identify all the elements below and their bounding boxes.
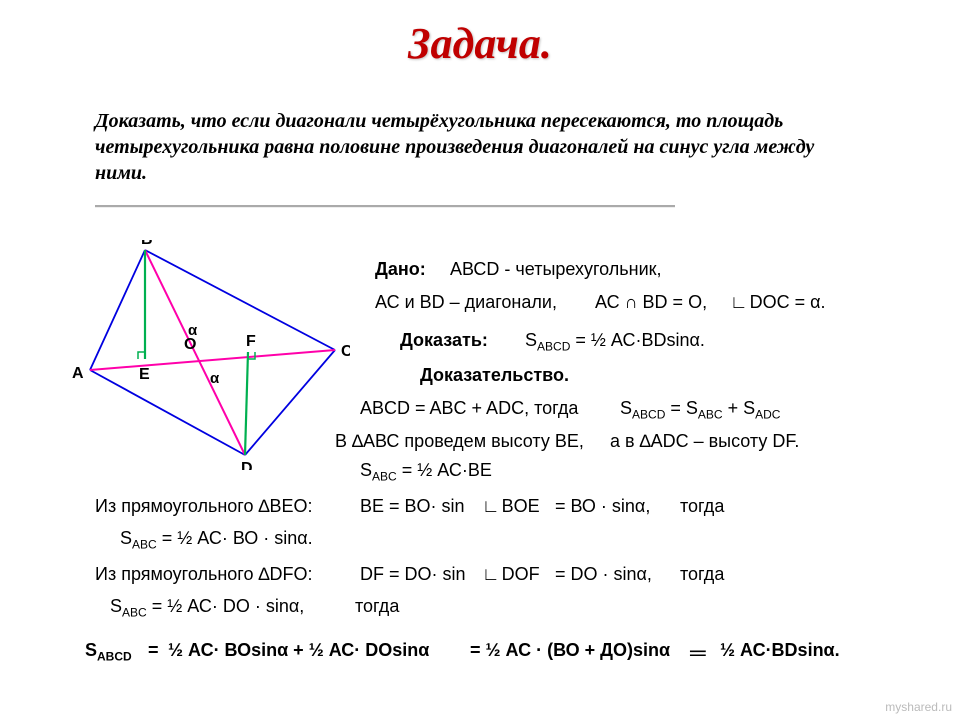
ac-bd-diag: АС и ВD – диагонали, xyxy=(375,292,557,313)
bo-sina: = ВО · sinα, xyxy=(555,496,650,517)
from-dfo: Из прямоугольного ∆DFО: xyxy=(95,564,313,585)
dano-abcd: АВСD - четырехугольник, xyxy=(450,259,662,280)
svg-text:α: α xyxy=(188,322,198,339)
s-split: SABCD = SABC + SADC xyxy=(620,398,780,422)
togda2: тогда xyxy=(680,564,724,585)
be-eq: BE = BO· sin xyxy=(360,496,465,517)
angle-dof: DOF xyxy=(482,564,540,585)
page-title: Задача. xyxy=(408,18,552,69)
final-dbleq: ═ xyxy=(690,640,706,666)
final-r1: = ½ АС · (ВО + ДО)sinα xyxy=(470,640,670,661)
geometry-diagram: ABCDOEFαα xyxy=(70,240,350,470)
s-abc-bo: SABC = ½ АС· ВО · sinα. xyxy=(120,528,313,552)
label-dano: Дано: xyxy=(375,259,426,280)
svg-text:E: E xyxy=(139,366,150,383)
svg-text:C: C xyxy=(341,343,350,360)
do-sina: = DО · sinα, xyxy=(555,564,652,585)
svg-text:α: α xyxy=(210,370,220,387)
in-abc-be: В ∆АВС проведем высоту ВЕ, xyxy=(335,431,584,452)
underline xyxy=(95,205,675,207)
df-eq: DF = DО· sin xyxy=(360,564,466,585)
goal-formula: SABCD = ½ АС·ВDsinα. xyxy=(525,330,705,354)
svg-text:D: D xyxy=(241,460,253,470)
final-mid: ½ АС· ВОsinα + ½ АС· DОsinα xyxy=(168,640,429,661)
label-dokazat: Доказать: xyxy=(400,330,488,351)
s-abc-do: SABC = ½ АС· DО · sinα, xyxy=(110,596,304,620)
angle-boe: BOE xyxy=(482,496,540,517)
svg-text:B: B xyxy=(141,240,153,248)
s-abc-be: SABC = ½ АС·ВЕ xyxy=(360,460,492,484)
problem-statement: Доказать, что если диагонали четырёхугол… xyxy=(95,108,865,186)
from-beo: Из прямоугольного ∆ВЕО: xyxy=(95,496,313,517)
svg-text:A: A xyxy=(72,365,84,382)
togda1: тогда xyxy=(680,496,724,517)
svg-text:F: F xyxy=(246,333,256,350)
final-r2: ½ АС·ВDsinα. xyxy=(720,640,840,661)
ac-inter-bd: АС ∩ ВD = О, xyxy=(595,292,707,313)
final-eq: = xyxy=(148,640,159,661)
togda3: тогда xyxy=(355,596,399,617)
watermark: myshared.ru xyxy=(885,700,952,714)
abcd-split: ABCD = ABC + ADC, тогда xyxy=(360,398,578,419)
in-adc-df: а в ∆АDС – высоту DF. xyxy=(610,431,799,452)
angle-doc: DOC = α. xyxy=(730,292,826,313)
label-proof: Доказательство. xyxy=(420,365,569,386)
final-sabcd: SABCD xyxy=(85,640,132,664)
